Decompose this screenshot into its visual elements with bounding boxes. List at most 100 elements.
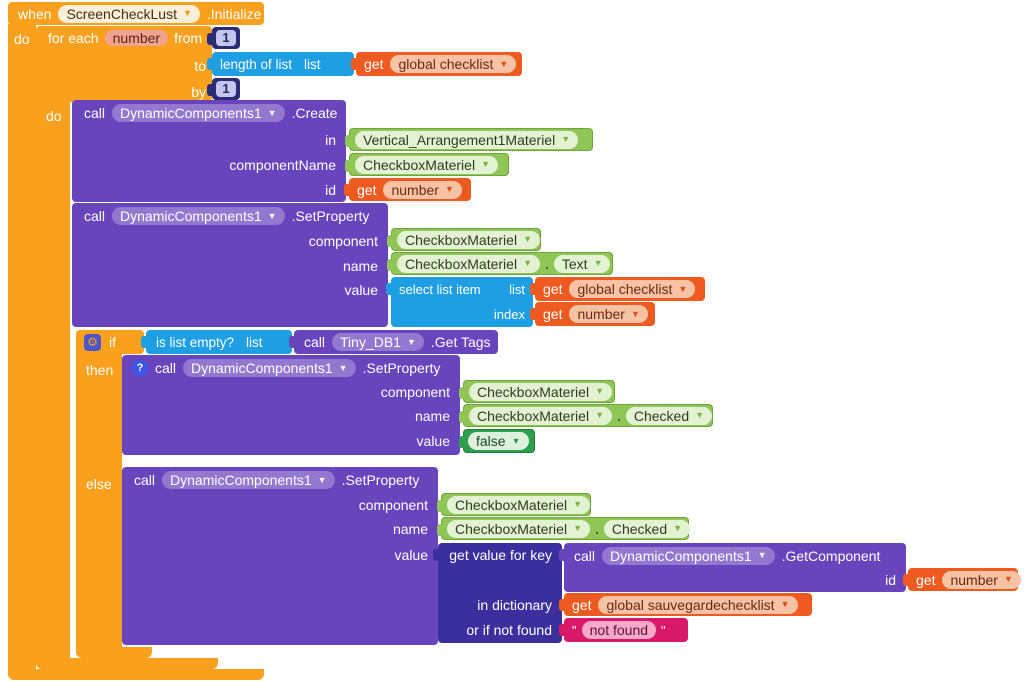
get-variable-dropdown[interactable]: global checklist ▼	[390, 55, 517, 73]
param-in-label: in	[325, 132, 336, 148]
call-setproperty-checked-else-block[interactable]: call DynamicComponents1 ▼ .SetProperty c…	[122, 467, 438, 645]
get-keyword: get	[916, 571, 936, 588]
property-dropdown[interactable]: Checked ▼	[603, 519, 691, 538]
get-variable-name: number	[577, 306, 625, 322]
get-number-block[interactable]: get number ▼	[344, 178, 471, 201]
mutator-gear-icon[interactable]: ⚙	[84, 333, 101, 351]
foreach-by-label: by	[191, 84, 206, 100]
component-dropdown[interactable]: DynamicComponents1 ▼	[112, 207, 285, 225]
number-block-by[interactable]: 1	[207, 78, 240, 100]
false-block[interactable]: false ▼	[459, 429, 535, 453]
get-number-block[interactable]: get number ▼	[903, 568, 1021, 591]
is-list-empty-block[interactable]: is list empty? list	[141, 330, 292, 354]
get-variable-dropdown[interactable]: number ▼	[569, 305, 648, 323]
chevron-down-icon: ▼	[182, 8, 192, 18]
component-name: CheckboxMateriel	[455, 520, 568, 537]
length-of-list-arg-label: list	[304, 56, 321, 72]
select-list-item-block[interactable]: select list item list index	[386, 277, 533, 327]
component-dropdown[interactable]: Vertical_Arrangement1Materiel ▼	[355, 130, 579, 149]
if-block-header[interactable]: ⚙ if	[76, 330, 144, 354]
foreach-block[interactable]: for each number from to by	[36, 26, 212, 102]
get-variable-dropdown[interactable]: number ▼	[942, 570, 1021, 589]
component-name: Tiny_DB1	[340, 334, 401, 350]
component-dropdown[interactable]: CheckboxMateriel ▼	[447, 495, 590, 514]
component-dropdown[interactable]: Tiny_DB1 ▼	[332, 333, 424, 351]
text-content: not found	[589, 622, 649, 638]
param-name-label: name	[342, 258, 378, 274]
get-variable-dropdown[interactable]: number ▼	[383, 180, 462, 199]
get-global-sauvegardechecklist-block[interactable]: get global sauvegardechecklist ▼	[559, 593, 812, 616]
is-list-empty-arg-label: list	[246, 334, 263, 350]
chevron-down-icon: ▼	[406, 336, 416, 347]
chevron-down-icon: ▼	[523, 258, 532, 268]
chevron-down-icon: ▼	[444, 184, 454, 194]
if-block-bottom[interactable]	[76, 647, 152, 658]
call-getcomponent-block[interactable]: call DynamicComponents1 ▼ .GetComponent …	[559, 543, 906, 592]
call-setproperty-text-block[interactable]: call DynamicComponents1 ▼ .SetProperty c…	[72, 203, 388, 327]
component-dropdown[interactable]: DynamicComponents1 ▼	[602, 546, 775, 565]
component-dropdown[interactable]: CheckboxMateriel ▼	[447, 519, 590, 538]
else-label: else	[86, 476, 112, 492]
chevron-down-icon: ▼	[595, 410, 604, 420]
call-keyword: call	[574, 547, 596, 564]
call-create-block[interactable]: call DynamicComponents1 ▼ .Create in com…	[72, 100, 346, 202]
when-block-bottom[interactable]	[8, 669, 264, 680]
component-dropdown[interactable]: DynamicComponents1 ▼	[112, 104, 285, 122]
chevron-down-icon: ▼	[523, 234, 532, 244]
comment-icon[interactable]: ?	[132, 360, 148, 376]
get-variable-dropdown[interactable]: global sauvegardechecklist ▼	[598, 595, 798, 614]
property-name-block[interactable]: CheckboxMateriel ▼ . Checked ▼	[437, 517, 691, 540]
get-variable-name: number	[950, 571, 998, 588]
call-setproperty-checked-then-block[interactable]: ? call DynamicComponents1 ▼ .SetProperty…	[122, 355, 460, 455]
foreach-block-spine[interactable]	[36, 102, 70, 658]
foreach-block-bottom[interactable]	[36, 658, 218, 669]
vertical-arrangement-dropdown-block[interactable]: Vertical_Arrangement1Materiel ▼	[345, 128, 593, 151]
get-global-checklist-block[interactable]: get global checklist ▼	[351, 52, 522, 76]
component-name: DynamicComponents1	[120, 208, 262, 224]
component-dropdown[interactable]: CheckboxMateriel ▼	[355, 155, 498, 174]
checkbox-materiel-dropdown-block[interactable]: CheckboxMateriel ▼	[387, 228, 541, 251]
property-separator: .	[594, 520, 599, 537]
foreach-variable[interactable]: number	[104, 30, 169, 46]
component-name: CheckboxMateriel	[405, 255, 518, 272]
call-get-tags-block[interactable]: call Tiny_DB1 ▼ .Get Tags	[289, 330, 498, 354]
checkbox-materiel-dropdown-block[interactable]: CheckboxMateriel ▼	[437, 493, 591, 516]
get-value-for-key-block[interactable]: get value for key in dictionary or if no…	[433, 543, 562, 643]
component-name: CheckboxMateriel	[477, 407, 590, 424]
component-dropdown[interactable]: CheckboxMateriel ▼	[397, 254, 540, 273]
property-dropdown[interactable]: Checked ▼	[625, 406, 713, 425]
logic-value: false	[476, 433, 506, 449]
text-string-block[interactable]: " not found "	[559, 618, 688, 642]
close-quote: "	[661, 622, 666, 638]
property-dropdown[interactable]: Text ▼	[553, 254, 611, 273]
component-name: CheckboxMateriel	[455, 496, 568, 513]
when-component-dropdown[interactable]: ScreenCheckLust ▼	[58, 4, 200, 23]
component-dropdown[interactable]: CheckboxMateriel ▼	[469, 406, 612, 425]
when-event-block[interactable]: when ScreenCheckLust ▼ .Initialize	[8, 2, 264, 25]
component-dropdown[interactable]: CheckboxMateriel ▼	[397, 230, 540, 249]
component-name: CheckboxMateriel	[363, 156, 476, 173]
number-value[interactable]: 1	[216, 81, 236, 97]
checkbox-materiel-dropdown-block[interactable]: CheckboxMateriel ▼	[345, 153, 509, 176]
checkbox-materiel-dropdown-block[interactable]: CheckboxMateriel ▼	[459, 380, 615, 403]
get-variable-dropdown[interactable]: global checklist ▼	[569, 280, 696, 298]
when-component-name: ScreenCheckLust	[66, 5, 177, 22]
method-name: .GetComponent	[781, 547, 881, 564]
number-block-from[interactable]: 1	[207, 27, 240, 49]
property-name-block[interactable]: CheckboxMateriel ▼ . Text ▼	[387, 252, 613, 275]
property-name-block[interactable]: CheckboxMateriel ▼ . Checked ▼	[459, 404, 713, 427]
text-value[interactable]: not found	[581, 621, 657, 639]
get-global-checklist-block[interactable]: get global checklist ▼	[530, 277, 705, 301]
component-dropdown[interactable]: CheckboxMateriel ▼	[469, 382, 612, 401]
param-id-label: id	[885, 572, 896, 588]
component-dropdown[interactable]: DynamicComponents1 ▼	[183, 359, 356, 377]
when-block-spine[interactable]	[8, 24, 36, 669]
param-value-label: value	[394, 547, 428, 563]
get-keyword: get	[364, 56, 384, 72]
number-value[interactable]: 1	[216, 30, 236, 46]
component-dropdown[interactable]: DynamicComponents1 ▼	[162, 471, 335, 489]
get-number-block[interactable]: get number ▼	[530, 302, 655, 326]
if-block-spine[interactable]	[76, 354, 122, 647]
length-of-list-block[interactable]: length of list list	[207, 52, 354, 76]
logic-dropdown[interactable]: false ▼	[468, 432, 529, 450]
